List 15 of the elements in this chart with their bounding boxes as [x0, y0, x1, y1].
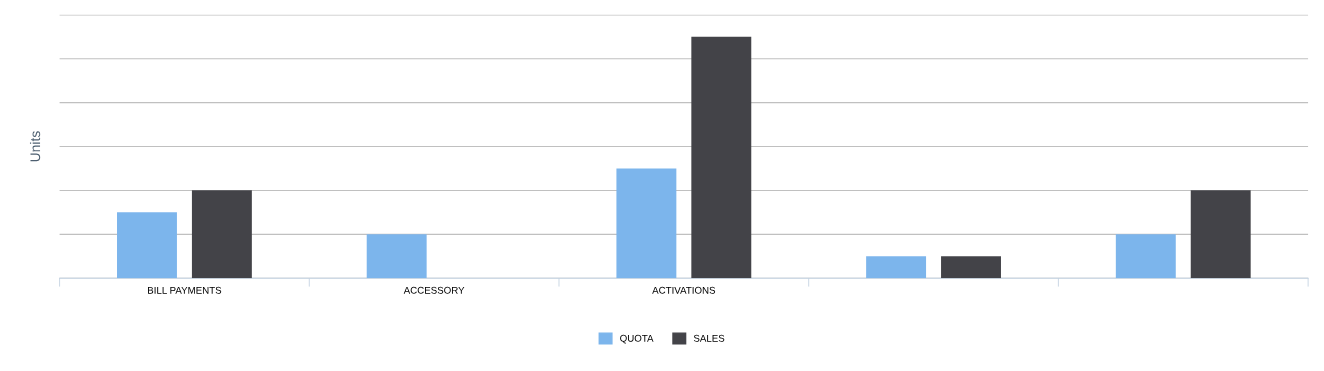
x-tick-label: BILL PAYMENTS: [148, 286, 222, 294]
legend-label: SALES: [693, 334, 725, 342]
bar: [366, 234, 427, 279]
bar: [1190, 190, 1251, 279]
bar: [117, 212, 177, 279]
x-tick-label: ACTIVATIONS: [652, 286, 716, 294]
legend-label: QUOTA: [620, 334, 654, 344]
bar: [691, 36, 752, 279]
bar: [616, 168, 677, 279]
x-tick-label: ACCESSORY: [403, 286, 465, 294]
bar: [866, 256, 927, 279]
y-axis-title: Units: [29, 131, 41, 162]
bar: [1115, 234, 1176, 279]
bar: [191, 190, 252, 279]
bar: [941, 256, 1001, 279]
